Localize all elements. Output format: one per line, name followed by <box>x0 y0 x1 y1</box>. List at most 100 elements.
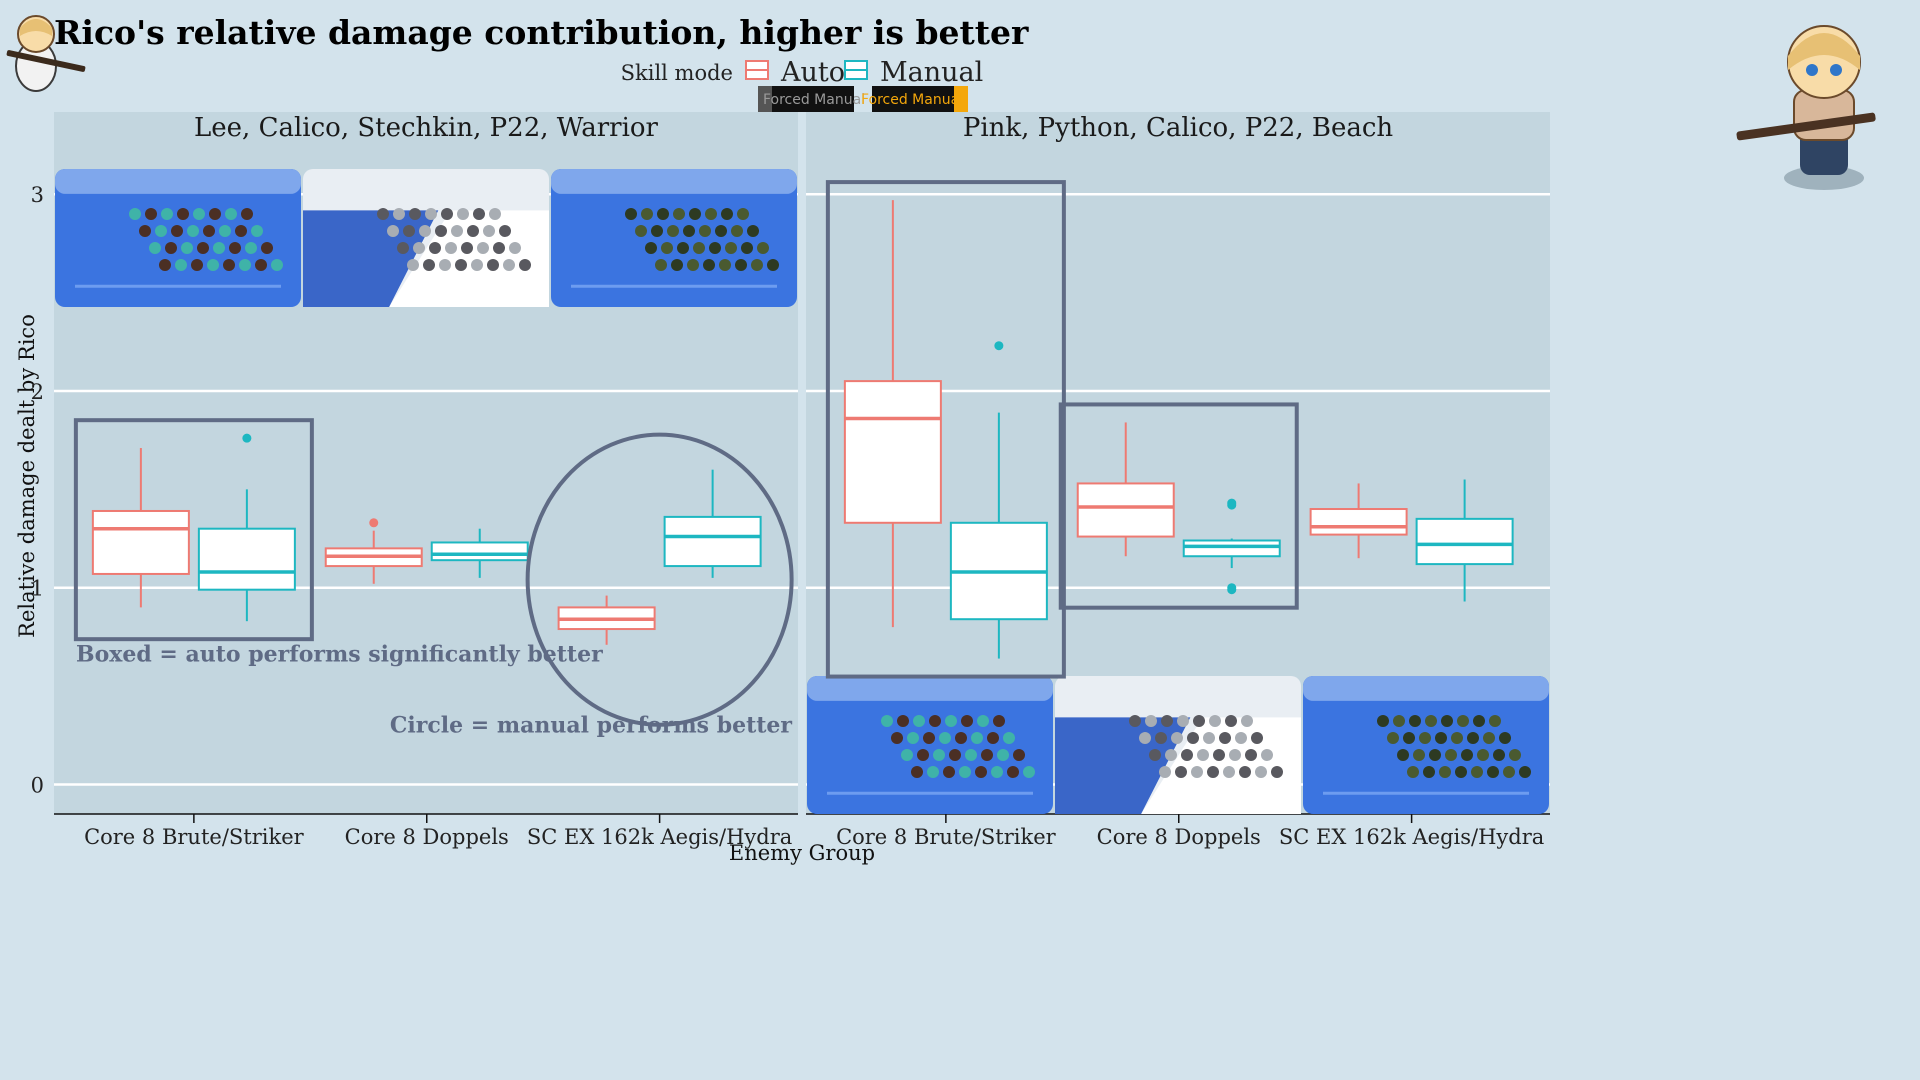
thumbnail-unit <box>1145 715 1157 727</box>
thumbnail-unit <box>159 259 171 271</box>
thumbnail-unit <box>1519 766 1531 778</box>
thumbnail-unit <box>1499 732 1511 744</box>
thumbnail-unit <box>419 225 431 237</box>
thumbnail-unit <box>493 242 505 254</box>
thumbnail-unit <box>387 225 399 237</box>
thumbnail-unit <box>403 225 415 237</box>
badge-dark-bg <box>758 86 854 112</box>
thumbnail-unit <box>661 242 673 254</box>
thumbnail-bg <box>807 676 1053 814</box>
thumbnail-unit <box>239 259 251 271</box>
thumbnail-unit <box>1455 766 1467 778</box>
thumbnail-unit <box>1403 732 1415 744</box>
thumbnail-unit <box>499 225 511 237</box>
thumbnail-unit <box>1439 766 1451 778</box>
thumbnail-unit <box>757 242 769 254</box>
thumbnail-unit <box>1471 766 1483 778</box>
thumbnail-unit <box>213 242 225 254</box>
thumbnail-unit <box>943 766 955 778</box>
facet-panel-1: Lee, Calico, Stechkin, P22, Warrior Core … <box>54 112 798 849</box>
thumbnail-unit <box>1467 732 1479 744</box>
thumbnail-unit <box>473 208 485 220</box>
thumbnail-unit <box>191 259 203 271</box>
thumbnail-unit <box>725 242 737 254</box>
thumbnail-unit <box>923 732 935 744</box>
thumbnail-unit <box>181 242 193 254</box>
thumbnail-unit <box>945 715 957 727</box>
thumbnail-unit <box>377 208 389 220</box>
thumbnail-unit <box>1509 749 1521 761</box>
thumbnail-unit <box>1203 732 1215 744</box>
thumbnail-unit <box>1129 715 1141 727</box>
manual-box <box>1182 539 1281 558</box>
thumbnail-unit <box>1003 732 1015 744</box>
thumbnail-unit <box>435 225 447 237</box>
highlight-box <box>73 418 314 642</box>
thumbnail-unit <box>1159 766 1171 778</box>
thumbnail-unit <box>1255 766 1267 778</box>
thumbnail-unit <box>1245 749 1257 761</box>
thumbnail-unit <box>719 259 731 271</box>
thumbnail-unit <box>1251 732 1263 744</box>
x-axis-title: Enemy Group <box>729 841 875 865</box>
thumbnail-unit <box>1409 715 1421 727</box>
thumbnail-unit <box>1423 766 1435 778</box>
thumbnail-unit <box>1139 732 1151 744</box>
thumbnail-unit <box>1473 715 1485 727</box>
thumbnail-unit <box>975 766 987 778</box>
box-group: Core 8 Doppels <box>324 518 529 849</box>
thumbnail-unit <box>747 225 759 237</box>
thumbnail-unit <box>997 749 1009 761</box>
thumbnail-unit <box>993 715 1005 727</box>
thumbnail-unit <box>901 749 913 761</box>
thumbnail-unit <box>223 259 235 271</box>
manual-box <box>663 515 762 568</box>
thumbnail-unit <box>241 208 253 220</box>
thumbnail-unit <box>235 225 247 237</box>
thumbnail-unit <box>197 242 209 254</box>
badge-forced-manual-dark: Forced Manual <box>763 92 865 108</box>
x-tick-label: Core 8 Brute/Striker <box>836 825 1057 849</box>
thumbnail-unit <box>939 732 951 744</box>
thumbnail-unit <box>271 259 283 271</box>
thumbnail-unit <box>439 259 451 271</box>
thumbnail-unit <box>139 225 151 237</box>
highlight-box <box>825 180 1066 679</box>
thumbnail-unit <box>407 259 419 271</box>
thumbnail-unit <box>1197 749 1209 761</box>
thumbnail-unit <box>455 259 467 271</box>
thumbnail-unit <box>1419 732 1431 744</box>
thumbnail-unit <box>1209 715 1221 727</box>
thumbnail-unit <box>161 208 173 220</box>
thumbnail-unit <box>703 259 715 271</box>
thumbnail-unit <box>1435 732 1447 744</box>
box-group: Core 8 Brute/Striker <box>73 418 314 849</box>
thumbnail-unit <box>193 208 205 220</box>
thumbnail-unit <box>1007 766 1019 778</box>
y-tick-label: 0 <box>31 773 44 797</box>
thumbnail-unit <box>1487 766 1499 778</box>
thumbnail-unit <box>1493 749 1505 761</box>
thumbnail-unit <box>1407 766 1419 778</box>
thumbnail-unit <box>409 208 421 220</box>
thumbnail-unit <box>445 242 457 254</box>
auto-box <box>1076 482 1175 538</box>
thumbnail-unit <box>641 208 653 220</box>
y-tick-label: 2 <box>31 380 44 404</box>
thumbnail-unit <box>1441 715 1453 727</box>
thumbnail-unit <box>689 208 701 220</box>
thumbnail-unit <box>1175 766 1187 778</box>
thumbnail-unit <box>245 242 257 254</box>
thumbnail-unit <box>413 242 425 254</box>
thumbnail-unit <box>1223 766 1235 778</box>
thumbnail-unit <box>657 208 669 220</box>
y-axis-title: Relative damage dealt by Rico <box>15 314 39 638</box>
thumbnail-unit <box>503 259 515 271</box>
manual-box <box>430 541 529 562</box>
thumbnail-unit <box>971 732 983 744</box>
thumbnail-unit <box>1483 732 1495 744</box>
thumbnail-unit <box>471 259 483 271</box>
thumbnail-unit <box>145 208 157 220</box>
thumbnail-sky <box>551 169 797 194</box>
thumbnail-unit <box>255 259 267 271</box>
